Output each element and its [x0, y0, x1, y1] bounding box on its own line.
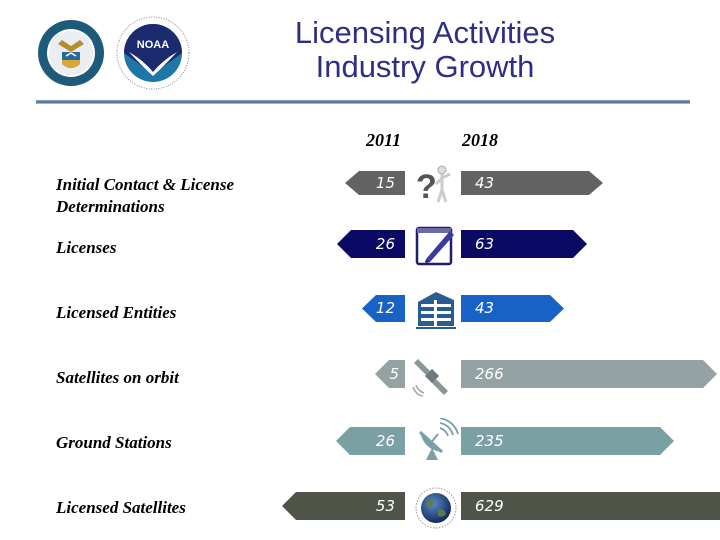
bar-2011-licensed-satellites: 53 [282, 492, 405, 520]
bar-2011-satellites-on-orbit: 5 [375, 360, 405, 388]
row-label-ground-stations: Ground Stations [56, 433, 172, 452]
office-building-icon [416, 292, 456, 329]
row-label-satellites-on-orbit: Satellites on orbit [56, 368, 179, 387]
svg-text:?: ? [416, 168, 437, 206]
title-line-1: Licensing Activities [294, 15, 556, 50]
department-of-commerce-seal [38, 20, 104, 86]
bar-2018-licensed-satellites: 629 [461, 492, 720, 520]
bar-2018-licensed-entities: 43 [461, 295, 564, 322]
row-label-licensed-entities: Licensed Entities [56, 303, 177, 322]
bar-2018-licenses: 63 [461, 230, 587, 258]
pen-notepad-icon [415, 226, 454, 266]
svg-text:NOAA: NOAA [137, 39, 169, 51]
question-figure-icon: ? [416, 165, 451, 206]
row-label-line-1: Initial Contact & License [56, 175, 235, 194]
bar-2018-ground-stations: 235 [461, 427, 674, 455]
page-title: Licensing Activities Industry Growth [260, 16, 590, 84]
bar-2011-licensed-entities: 12 [362, 295, 405, 322]
satellite-dish-icon [418, 418, 459, 460]
bar-2011-licenses: 26 [337, 230, 405, 258]
globe-orbit-icon [415, 487, 457, 529]
bar-2018-initial-contact: 43 [461, 171, 603, 195]
bar-2011-ground-stations: 26 [336, 427, 405, 455]
row-label-licensed-satellites: Licensed Satellites [56, 498, 186, 517]
column-header-2018: 2018 [462, 130, 498, 150]
header-divider [36, 100, 690, 104]
row-label-initial-contact: Initial Contact & License Determinations [56, 174, 234, 218]
bar-2011-initial-contact: 15 [345, 171, 405, 195]
satellite-icon [412, 359, 448, 397]
title-line-2: Industry Growth [315, 49, 535, 84]
column-header-2011: 2011 [366, 130, 402, 150]
noaa-logo: NOAA [116, 16, 190, 90]
bar-2018-satellites-on-orbit: 266 [461, 360, 717, 388]
row-label-line-2: Determinations [56, 197, 165, 216]
row-label-licenses: Licenses [56, 238, 117, 257]
